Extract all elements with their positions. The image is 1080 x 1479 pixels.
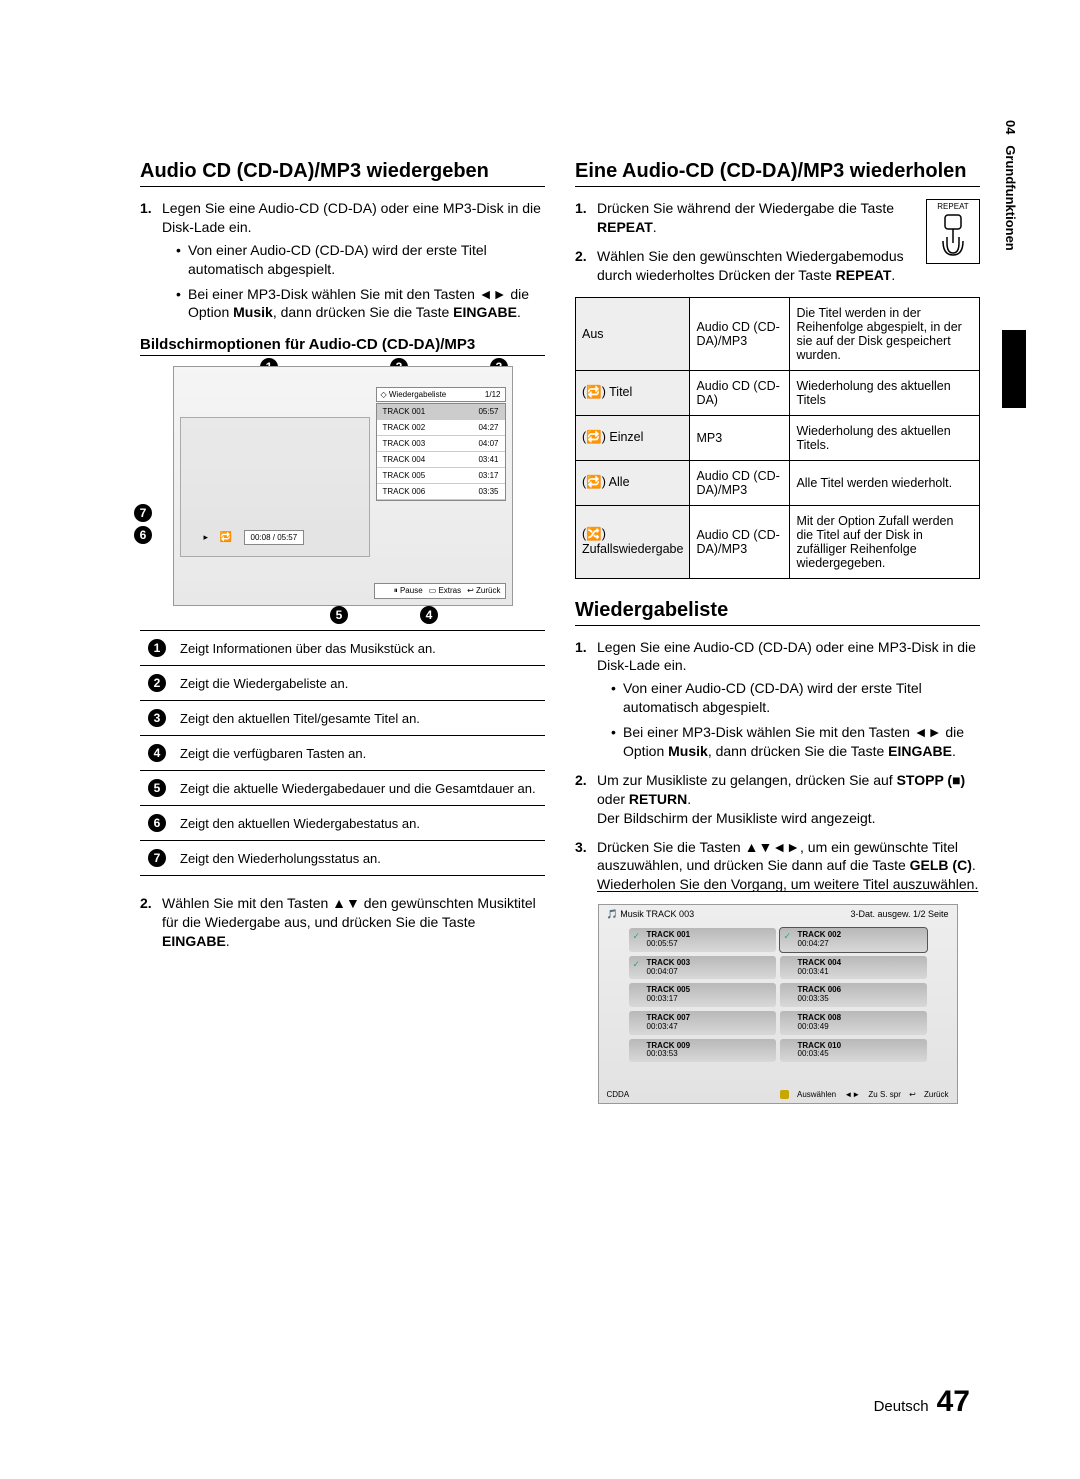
- page-footer: Deutsch 47: [874, 1385, 970, 1419]
- callout-6: 6: [134, 526, 152, 544]
- time-status: 00:08 / 05:57: [244, 530, 305, 545]
- music-cell: TRACK 00800:03:49: [780, 1011, 927, 1035]
- track-list: TRACK 00105:57 TRACK 00204:27 TRACK 0030…: [376, 403, 506, 501]
- music-cell: TRACK 01000:03:45: [780, 1039, 927, 1063]
- callout-legend: 1Zeigt Informationen über das Musikstück…: [140, 630, 545, 876]
- scr2-hdr-right: 3-Dat. ausgew. 1/2 Seite: [850, 909, 948, 920]
- repeat-step-2: 2. Wählen Sie den gewünschten Wiedergabe…: [575, 247, 980, 285]
- chapter-num: 04: [1003, 120, 1018, 134]
- play-icon: ▸: [204, 532, 209, 543]
- yellow-c-icon: [780, 1090, 789, 1099]
- music-cell: TRACK 00500:03:17: [629, 983, 776, 1007]
- scr2-foot-left: CDDA: [607, 1090, 630, 1099]
- side-tab: 04 Grundfunktionen: [1003, 120, 1018, 251]
- music-cell: ✓TRACK 00200:04:27: [780, 928, 927, 952]
- playlist-step-3: 3. Drücken Sie die Tasten ▲▼◄►, um ein g…: [575, 838, 980, 895]
- step-1: 1. Legen Sie eine Audio-CD (CD-DA) oder …: [140, 199, 545, 322]
- table-row: (🔀) ZufallswiedergabeAudio CD (CD-DA)/MP…: [576, 505, 980, 578]
- scr2-hdr-left: 🎵 Musik TRACK 003: [607, 909, 695, 920]
- heading-screenopts: Bildschirmoptionen für Audio-CD (CD-DA)/…: [140, 336, 545, 356]
- music-cell: TRACK 00900:03:53: [629, 1039, 776, 1063]
- heading-playback: Audio CD (CD-DA)/MP3 wiedergeben: [140, 160, 545, 187]
- track-row: TRACK 00503:17: [377, 468, 505, 484]
- right-column: Eine Audio-CD (CD-DA)/MP3 wiederholen RE…: [575, 160, 980, 1104]
- screenshot-musiclist: 🎵 Musik TRACK 003 3-Dat. ausgew. 1/2 Sei…: [598, 904, 958, 1104]
- music-cell: ✓TRACK 00300:04:07: [629, 956, 776, 980]
- track-row: TRACK 00105:57: [377, 404, 505, 420]
- table-row: AusAudio CD (CD-DA)/MP3Die Titel werden …: [576, 297, 980, 370]
- table-row: (🔁) EinzelMP3Wiederholung des aktuellen …: [576, 415, 980, 460]
- music-cell: ✓TRACK 00100:05:57: [629, 928, 776, 952]
- thumb-tab: [1002, 330, 1026, 408]
- table-row: (🔁) TitelAudio CD (CD-DA)Wiederholung de…: [576, 370, 980, 415]
- repeat-icon: 🔁: [220, 532, 232, 543]
- screenshot-footer: ⏸ Pause ▭ Extras ↩ Zurück: [374, 583, 506, 599]
- repeat-step-1: 1. Drücken Sie während der Wiedergabe di…: [575, 199, 980, 237]
- track-row: TRACK 00403:41: [377, 452, 505, 468]
- table-row: (🔁) AlleAudio CD (CD-DA)/MP3Alle Titel w…: [576, 460, 980, 505]
- step1-bullet2: Bei einer MP3-Disk wählen Sie mit den Ta…: [176, 285, 545, 323]
- repeat-modes-table: AusAudio CD (CD-DA)/MP3Die Titel werden …: [575, 297, 980, 579]
- playlist-step-1: 1. Legen Sie eine Audio-CD (CD-DA) oder …: [575, 638, 980, 761]
- step-2: 2. Wählen Sie mit den Tasten ▲▼ den gewü…: [140, 894, 545, 951]
- playlist-header: ◇ Wiedergabeliste 1/12: [376, 387, 506, 402]
- track-row: TRACK 00603:35: [377, 484, 505, 500]
- music-cell: TRACK 00700:03:47: [629, 1011, 776, 1035]
- music-cell: TRACK 00600:03:35: [780, 983, 927, 1007]
- track-row: TRACK 00204:27: [377, 420, 505, 436]
- screenshot-audiocd: 1 2 3 4 5 6 7 TRACK 001 ◇ Wiedergabelist…: [140, 366, 545, 606]
- chapter-title: Grundfunktionen: [1003, 145, 1018, 250]
- left-column: Audio CD (CD-DA)/MP3 wiedergeben 1. Lege…: [140, 160, 545, 1104]
- track-row: TRACK 00304:07: [377, 436, 505, 452]
- callout-5: 5: [330, 606, 348, 624]
- music-cell: TRACK 00400:03:41: [780, 956, 927, 980]
- heading-repeat: Eine Audio-CD (CD-DA)/MP3 wiederholen: [575, 160, 980, 187]
- heading-playlist: Wiedergabeliste: [575, 599, 980, 626]
- step1-bullet1: Von einer Audio-CD (CD-DA) wird der erst…: [176, 241, 545, 279]
- callout-7: 7: [134, 504, 152, 522]
- callout-4: 4: [420, 606, 438, 624]
- playlist-step-2: 2. Um zur Musikliste zu gelangen, drücke…: [575, 771, 980, 828]
